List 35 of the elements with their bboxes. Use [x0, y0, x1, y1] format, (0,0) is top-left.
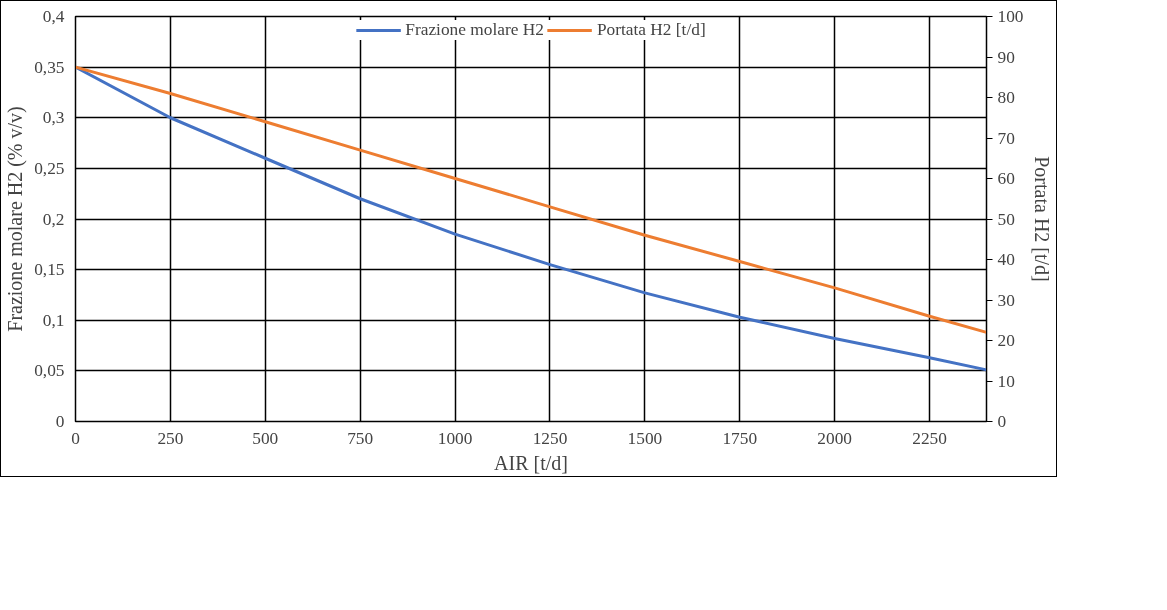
y-tick-label: 0,2 — [42, 209, 65, 229]
legend-label: Portata H2 [t/d] — [596, 20, 706, 40]
legend-label: Frazione molare H2 — [405, 20, 544, 40]
x-tick-label: 1000 — [437, 428, 473, 448]
y-tick-label: 0,05 — [34, 361, 65, 381]
y-tick-label: 0,15 — [34, 260, 65, 280]
x-tick-label: 0 — [71, 428, 80, 448]
y2-tick-label: 90 — [997, 47, 1015, 67]
x-tick-label: 2250 — [912, 428, 947, 448]
y2-tick-label: 0 — [997, 412, 1007, 431]
y-tick-label: 0,35 — [34, 57, 65, 77]
y2-tick-label: 70 — [997, 128, 1015, 148]
y2-tick-label: 50 — [997, 209, 1015, 229]
y2-tick-label: 60 — [997, 169, 1015, 188]
x-tick-label: 1500 — [627, 428, 663, 448]
x-tick-label: 500 — [252, 428, 279, 448]
y2-tick-label: 100 — [997, 7, 1024, 26]
x-tick-label: 250 — [157, 428, 184, 448]
y-tick-label: 0,3 — [42, 108, 65, 128]
y2-tick-label: 20 — [997, 331, 1015, 350]
x-tick-label: 1750 — [722, 428, 758, 448]
y-tick-label: 0,1 — [42, 310, 65, 330]
y2-tick-label: 80 — [997, 88, 1015, 107]
x-tick-label: 2000 — [817, 428, 852, 448]
x-tick-label: 750 — [347, 428, 374, 448]
y2-tick-label: 10 — [997, 371, 1015, 391]
x-axis-title: AIR [t/d] — [494, 451, 568, 474]
y2-axis-title: Portata H2 [t/d] — [1031, 156, 1054, 282]
y-axis-title: Frazione molare H2 (% v/v) — [4, 106, 28, 332]
y-tick-label: 0,25 — [34, 158, 65, 178]
y-tick-label: 0 — [55, 412, 65, 431]
y2-tick-label: 30 — [997, 290, 1015, 310]
y2-tick-label: 40 — [997, 250, 1015, 269]
x-tick-label: 1250 — [532, 428, 568, 448]
y-tick-label: 0,4 — [42, 7, 65, 26]
